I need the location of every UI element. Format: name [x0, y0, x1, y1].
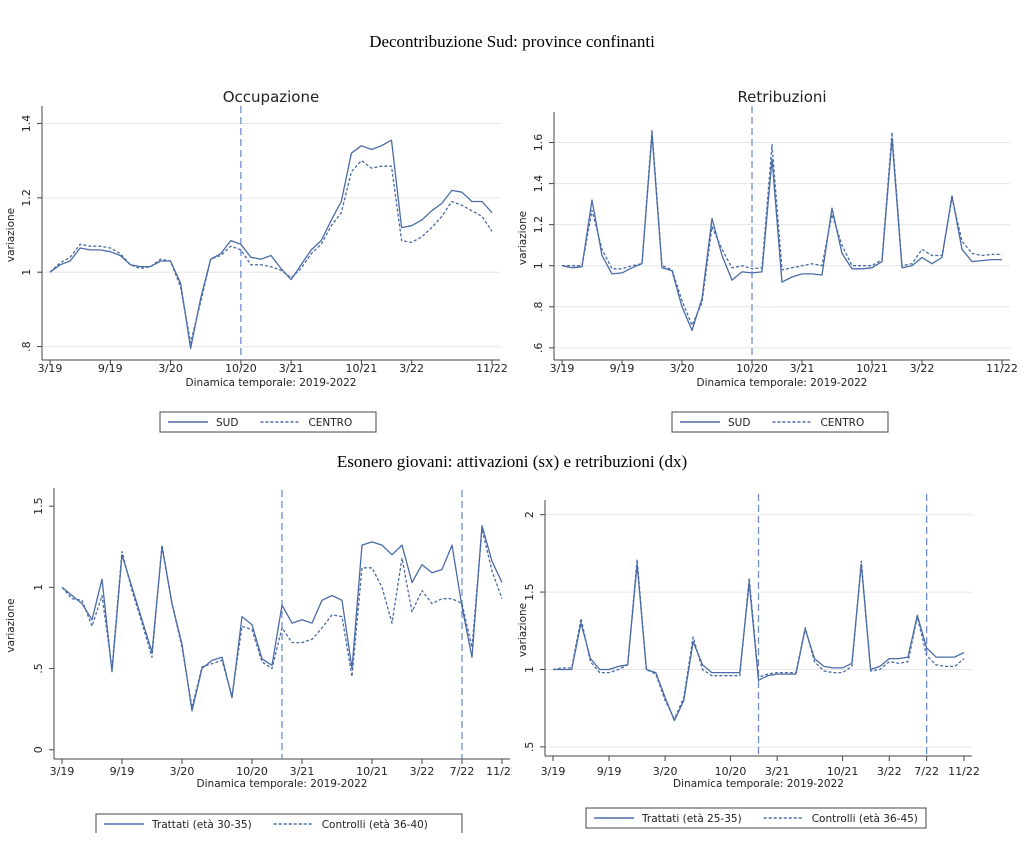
y-axis-label: variazione	[517, 211, 529, 265]
x-tick-label: 10/20	[715, 765, 747, 778]
series-line-solid	[49, 139, 493, 350]
x-tick-label: 3/20	[158, 362, 183, 375]
x-tick-label: 10/20	[736, 362, 768, 375]
legend-label: SUD	[728, 417, 750, 429]
x-tick-label: 3/20	[653, 765, 678, 778]
x-tick-label: 7/22	[450, 765, 475, 778]
y-tick-label: 1.5	[523, 583, 536, 601]
x-axis-label: Dinamica temporale: 2019-2022	[197, 778, 368, 790]
chart-retribuzioni-giovani: .5 1 1.5 2 variazione 3/19 9/19 3/20 10/20 3/21 10…	[517, 494, 980, 829]
x-tick-label: 11/22	[948, 765, 980, 778]
y-tick-label: 2	[523, 511, 536, 518]
legend-label: Controlli (età 36-40)	[322, 819, 428, 831]
x-tick-label: 3/21	[765, 765, 790, 778]
legend-label: CENTRO	[308, 417, 352, 429]
y-tick-label: .5	[32, 663, 45, 674]
legend-label: CENTRO	[820, 417, 864, 429]
x-tick-label: 3/19	[541, 765, 566, 778]
legend-label: Controlli (età 36-45)	[812, 813, 918, 825]
y-tick-label: 1	[523, 666, 536, 673]
x-axis-label: Dinamica temporale: 2019-2022	[673, 778, 844, 790]
x-tick-label: 10/21	[346, 362, 378, 375]
legend-box	[585, 807, 927, 829]
chart-retribuzioni: Retribuzioni .6 .8 1 1.2 1.4 1.6 variazione 3/19…	[517, 88, 1018, 433]
x-axis-label: Dinamica temporale: 2019-2022	[697, 377, 868, 389]
legend-label: SUD	[216, 417, 238, 429]
y-tick-label: .5	[523, 742, 536, 753]
y-tick-label: 1.4	[532, 175, 545, 193]
y-axis-label: variazione	[5, 598, 17, 652]
x-tick-label: 11/22	[476, 362, 508, 375]
series-line-solid	[561, 133, 1002, 332]
y-axis-label: variazione	[517, 603, 529, 657]
x-tick-label: 3/22	[410, 765, 435, 778]
legend: SUD CENTRO	[159, 411, 377, 433]
x-tick-label: 3/21	[279, 362, 304, 375]
y-tick-label: .8	[532, 302, 545, 313]
x-tick-label: 11/22	[486, 765, 512, 778]
y-tick-label: 1	[20, 269, 33, 276]
series-line-solid	[61, 524, 503, 712]
y-tick-label: 0	[32, 746, 45, 753]
legend-label: Trattati (età 25-35)	[641, 813, 742, 825]
y-axis-label: variazione	[5, 208, 17, 262]
x-tick-label: 3/22	[399, 362, 424, 375]
y-tick-label: 1	[532, 262, 545, 269]
chart-occupazione: Occupazione .8 1 1.2 1.4 variazione 3/19 9/19 3/…	[5, 88, 508, 433]
x-tick-label: 3/19	[550, 362, 575, 375]
x-axis-label: Dinamica temporale: 2019-2022	[186, 377, 357, 389]
x-tick-label: 9/19	[597, 765, 622, 778]
x-tick-label: 10/21	[827, 765, 859, 778]
series-line-dash	[61, 528, 503, 709]
legend: SUD CENTRO	[671, 411, 889, 433]
legend-label: Trattati (età 30-35)	[151, 819, 252, 831]
x-tick-label: 9/19	[110, 765, 135, 778]
x-tick-label: 3/22	[877, 765, 902, 778]
x-tick-label: 10/20	[225, 362, 257, 375]
y-tick-label: 1.2	[532, 216, 545, 234]
heading-bottom: Esonero giovani: attivazioni (sx) e retr…	[336, 452, 688, 471]
x-tick-label: 11/22	[986, 362, 1018, 375]
x-tick-label: 3/20	[670, 362, 695, 375]
x-tick-label: 9/19	[98, 362, 123, 375]
x-tick-label: 9/19	[610, 362, 635, 375]
x-tick-label: 3/21	[290, 765, 315, 778]
x-tick-label: 10/21	[356, 765, 388, 778]
x-tick-label: 10/20	[236, 765, 268, 778]
x-tick-label: 3/20	[170, 765, 195, 778]
x-tick-label: 3/19	[50, 765, 75, 778]
x-tick-label: 3/21	[790, 362, 815, 375]
series-line-dash	[552, 558, 965, 720]
legend: Trattati (età 30-35) Controlli (età 36-40…	[95, 813, 463, 833]
y-tick-label: 1.5	[32, 497, 45, 515]
x-tick-label: 7/22	[914, 765, 939, 778]
y-tick-label: .8	[20, 341, 33, 352]
legend: Trattati (età 25-35) Controlli (età 36-45…	[585, 807, 927, 829]
series-line-dash	[562, 129, 1002, 326]
y-tick-label: 1.6	[532, 134, 545, 152]
y-tick-label: .6	[532, 343, 545, 354]
x-tick-label: 10/21	[856, 362, 888, 375]
x-tick-label: 3/19	[38, 362, 63, 375]
series-line-dash	[49, 159, 493, 344]
y-tick-label: 1	[32, 584, 45, 591]
chart-title: Retribuzioni	[737, 88, 826, 106]
chart-title: Occupazione	[223, 88, 319, 106]
heading-top: Decontribuzione Sud: province confinanti	[369, 32, 655, 51]
y-tick-label: 1.4	[20, 115, 33, 133]
series-line-solid	[553, 563, 965, 722]
chart-attivazioni-giovani: 0 .5 1 1.5 variazione 3/19 9/19 3/20 10/20 3/21 10…	[5, 488, 512, 833]
y-tick-label: 1.2	[20, 189, 33, 207]
x-tick-label: 3/22	[910, 362, 935, 375]
